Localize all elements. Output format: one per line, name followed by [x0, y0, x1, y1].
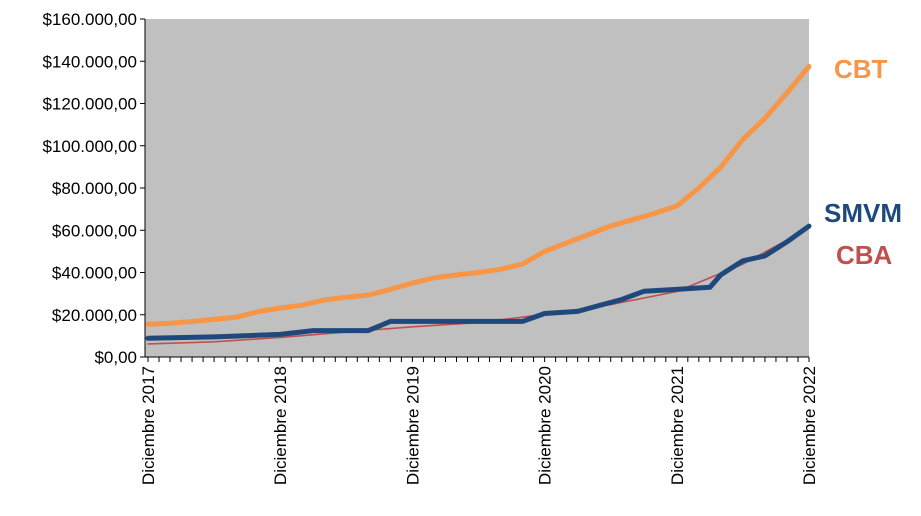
y-tick-label: $140.000,00: [42, 52, 137, 71]
x-tick-label: Diciembre 2020: [536, 366, 555, 485]
series-line-cbt: [145, 64, 812, 327]
y-tick-label: $20.000,00: [52, 306, 137, 325]
y-tick-label: $100.000,00: [42, 137, 137, 156]
y-tick-label: $160.000,00: [42, 10, 137, 29]
y-tick-label: $40.000,00: [52, 264, 137, 283]
plot-area: [145, 19, 809, 357]
x-tick-label: Diciembre 2017: [139, 366, 158, 485]
series-label-cbt: CBT: [834, 54, 888, 84]
series-line-smvm: [145, 223, 812, 341]
y-tick-label: $0,00: [94, 348, 137, 367]
y-tick-label: $60.000,00: [52, 221, 137, 240]
x-tick-label: Diciembre 2018: [271, 366, 290, 485]
series-label-smvm: SMVM: [824, 198, 902, 228]
x-tick-label: Diciembre 2021: [668, 366, 687, 485]
series-label-cba: CBA: [836, 240, 893, 270]
y-tick-label: $120.000,00: [42, 95, 137, 114]
y-tick-label: $80.000,00: [52, 179, 137, 198]
x-tick-label: Diciembre 2019: [403, 366, 422, 485]
x-tick-label: Diciembre 2022: [800, 366, 819, 485]
